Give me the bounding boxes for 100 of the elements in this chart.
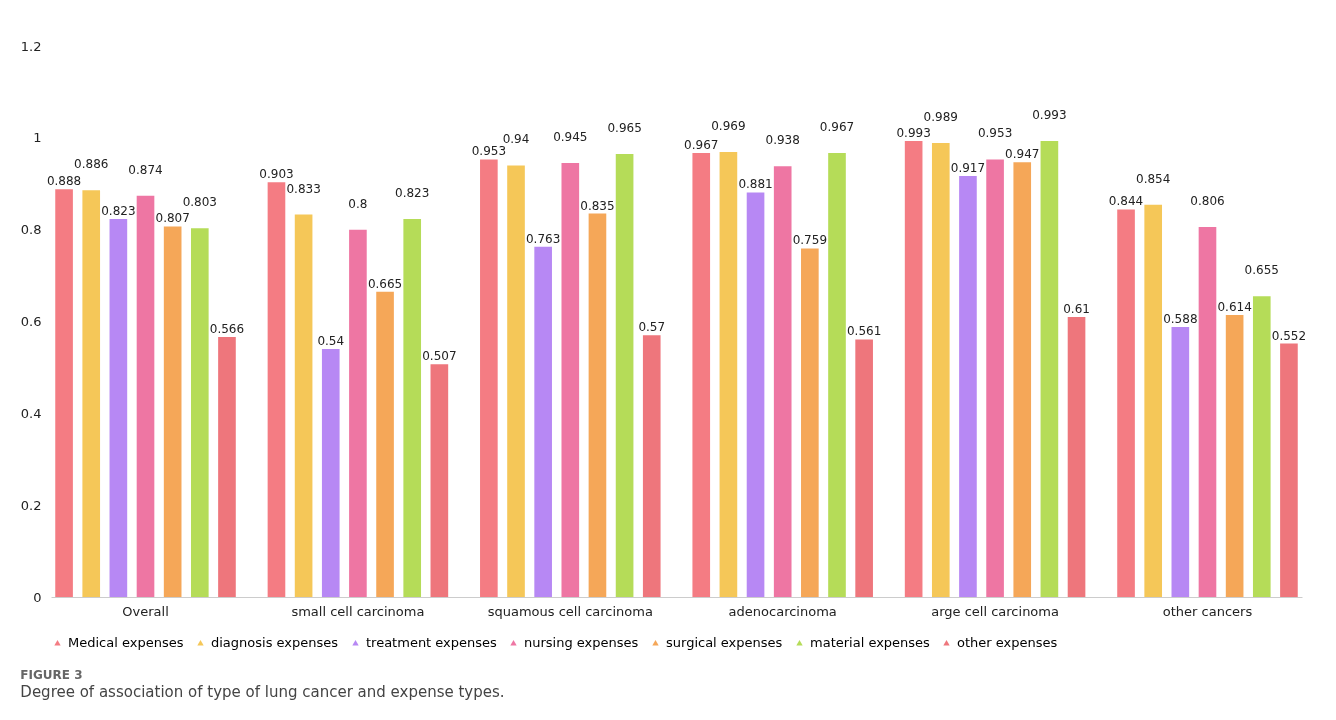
bar — [1067, 316, 1086, 597]
bar — [1280, 343, 1298, 597]
bar — [719, 152, 738, 597]
data-label: 0.881 — [738, 177, 773, 192]
bar — [773, 166, 792, 597]
bar — [1252, 296, 1271, 597]
bar — [1117, 209, 1135, 597]
bar — [218, 337, 236, 597]
bar — [109, 219, 128, 597]
bar — [1171, 327, 1190, 597]
bar — [1144, 204, 1163, 597]
data-label: 0.94 — [502, 132, 530, 147]
data-label: 0.947 — [1005, 147, 1040, 162]
caption: FIGURE 3 — [20, 668, 83, 682]
bar — [267, 182, 286, 597]
bar — [507, 165, 525, 597]
text: Degree of association of type of lung cancer and expense types. — [20, 683, 505, 701]
bar — [1198, 226, 1217, 597]
data-label: 0.61 — [1063, 301, 1090, 316]
data-label: 0.989 — [923, 109, 958, 124]
data-label: 0.917 — [950, 160, 986, 175]
bar — [801, 248, 819, 597]
bar — [692, 152, 711, 597]
bar — [376, 291, 394, 597]
data-label: 0.844 — [1108, 194, 1144, 209]
data-label: 0.823 — [101, 204, 136, 219]
bar — [55, 189, 73, 597]
data-label: 0.566 — [209, 322, 245, 337]
data-label: 0.655 — [1244, 263, 1279, 278]
y-tick-label: 0 — [33, 589, 42, 605]
data-label: 0.8 — [348, 196, 368, 211]
y-tick-label: 0.2 — [20, 497, 42, 513]
legend-label: treatment expenses — [366, 634, 498, 650]
x-tick-label: arge cell carcinoma — [931, 603, 1059, 619]
bar — [534, 246, 552, 597]
bar — [136, 195, 155, 597]
bar — [480, 159, 498, 597]
x-tick-label: squamous cell carcinoma — [487, 603, 653, 619]
bar — [82, 190, 101, 597]
bar — [615, 153, 634, 597]
bar — [294, 214, 313, 597]
bar — [430, 364, 449, 597]
data-label: 0.953 — [471, 144, 507, 159]
bar — [855, 339, 873, 597]
x-tick-label: adenocarcinoma — [728, 603, 837, 619]
data-label: 0.967 — [819, 119, 855, 134]
data-label: 0.833 — [286, 181, 321, 196]
legend-label: nursing expenses — [524, 634, 639, 650]
data-label: 0.807 — [155, 211, 190, 226]
bar — [349, 229, 367, 597]
bar — [642, 335, 661, 597]
data-label: 0.806 — [1190, 193, 1225, 208]
data-label: 0.561 — [846, 324, 882, 339]
bar — [986, 159, 1004, 597]
data-label: 0.993 — [1032, 108, 1067, 123]
bar — [561, 163, 580, 597]
data-label: 0.953 — [977, 126, 1013, 141]
bar — [931, 142, 950, 597]
data-label: 0.886 — [74, 157, 109, 172]
bar — [403, 219, 422, 597]
y-tick-label: 0.8 — [20, 222, 42, 238]
data-label: 0.835 — [580, 198, 615, 213]
data-label: 0.665 — [367, 276, 403, 291]
data-label: 0.57 — [638, 320, 666, 335]
data-label: 0.763 — [525, 231, 561, 246]
data-label: 0.614 — [1217, 300, 1252, 315]
data-label: 0.803 — [182, 195, 217, 210]
y-tick-label: 0.4 — [20, 405, 42, 421]
bar — [1013, 162, 1032, 597]
data-label: 0.888 — [46, 174, 82, 189]
data-label: 0.823 — [395, 186, 430, 201]
bar — [163, 226, 182, 597]
data-label: 0.874 — [128, 162, 163, 177]
legend-label: Medical expenses — [68, 634, 184, 650]
x-tick-label: other cancers — [1162, 603, 1253, 619]
bar — [828, 152, 846, 597]
legend-label: surgical expenses — [666, 634, 783, 650]
data-label: 0.903 — [259, 167, 294, 182]
bar — [746, 192, 765, 597]
bar — [904, 141, 923, 597]
data-label: 0.54 — [317, 334, 345, 349]
bar — [321, 349, 340, 597]
data-label: 0.993 — [896, 126, 931, 141]
data-label: 0.588 — [1163, 312, 1198, 327]
data-label: 0.854 — [1136, 171, 1171, 186]
x-tick-label: Overall — [122, 603, 169, 619]
data-label: 0.938 — [765, 133, 800, 148]
legend-label: material expenses — [810, 634, 931, 650]
y-tick-label: 1.2 — [20, 38, 42, 54]
bar — [959, 175, 977, 597]
bar — [1040, 141, 1059, 597]
legend-label: other expenses — [957, 634, 1058, 650]
data-label: 0.967 — [684, 137, 719, 152]
data-label: 0.945 — [553, 130, 588, 145]
data-label: 0.965 — [607, 120, 642, 135]
y-tick-label: 0.6 — [20, 314, 42, 329]
bar — [1225, 315, 1244, 597]
data-label: 0.759 — [792, 233, 828, 248]
y-tick-label: 1 — [33, 130, 42, 146]
legend-label: diagnosis expenses — [211, 634, 339, 650]
